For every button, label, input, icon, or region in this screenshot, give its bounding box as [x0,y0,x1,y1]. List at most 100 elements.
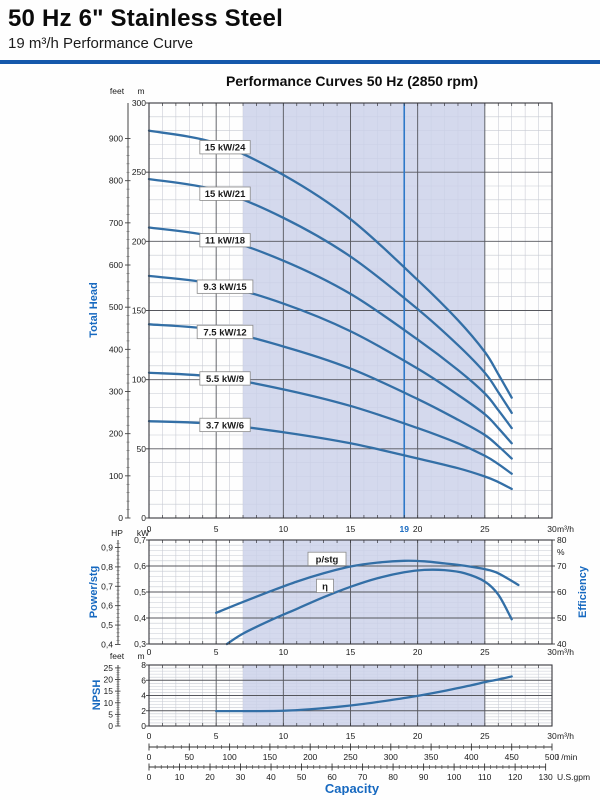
head-feet-tick: 600 [109,260,123,270]
power-axis-title: Power/stg [88,566,100,619]
x-axis-unit: m³/h [557,647,574,657]
x-tick-label: 0 [147,647,152,657]
power-kw-unit: kW [137,528,149,538]
x-tick-label: 15 [346,731,356,741]
power-hp-tick: 0,6 [101,601,113,611]
efficiency-tick: 40 [557,639,567,649]
lmin-tick: 250 [343,752,357,762]
x-tick-label: 20 [413,647,423,657]
chart-title: Performance Curves 50 Hz (2850 rpm) [226,73,478,89]
curve-label-box [196,324,254,340]
head-m-tick: 50 [137,444,147,454]
power-hp-tick: 0,5 [101,620,113,630]
usgpm-unit: U.S.gpm [557,772,590,782]
efficiency-tick: 80 [557,535,567,545]
npsh-feet-tick: 5 [108,709,113,719]
power-kw-tick: 0,7 [134,535,146,545]
x-tick-label: 15 [346,524,356,534]
head-m-tick: 150 [132,306,146,316]
x-tick-label: 10 [279,647,289,657]
npsh-feet-tick: 0 [108,721,113,731]
power-hp-unit: HP [111,528,123,538]
lmin-tick: 350 [424,752,438,762]
x-tick-label: 30 [547,731,557,741]
npsh-curve [215,675,513,713]
curve-label-box [196,279,254,294]
curve-label: 15 kW/24 [205,143,246,154]
lmin-tick: 50 [185,752,195,762]
power-curve [215,559,520,614]
head-m-tick: 250 [132,167,146,177]
head-m-tick: 100 [132,375,146,385]
lmin-tick: 200 [303,752,317,762]
usgpm-tick: 120 [508,772,522,782]
x-tick-label: 30 [547,524,557,534]
curve-label: 3.7 kW/6 [206,420,244,431]
power-chart: p/stg η 0,7 0,6 0,5 0,4 0,3 kW 0,9 0,8 0,7 0,6 0,5 0,… [88,528,589,657]
npsh-feet-tick: 20 [104,675,114,685]
power-hp-tick: 0,4 [101,639,113,649]
usgpm-tick: 60 [327,772,337,782]
head-feet-tick: 800 [109,176,123,186]
head-chart: 15 kW/24 15 kW/21 11 kW/18 9.3 kW/15 7.5 kW/… [88,73,574,534]
efficiency-curve [225,568,513,646]
efficiency-tick: 70 [557,561,567,571]
x-tick-label: 5 [214,647,219,657]
power-kw-tick: 0,6 [134,561,146,571]
power-kw-tick: 0,3 [134,639,146,649]
page-title: 50 Hz 6" Stainless Steel [8,5,283,32]
usgpm-tick: 110 [478,772,492,782]
lmin-tick: 450 [505,752,519,762]
usgpm-tick: 80 [388,772,398,782]
curve-label: 7.5 kW/12 [203,327,246,338]
x-tick-label: 25 [480,647,490,657]
x-tick-label: 20 [413,731,423,741]
npsh-m-tick: 6 [141,675,146,685]
npsh-m-unit: m [137,651,144,661]
lmin-tick: 100 [223,752,237,762]
header: 50 Hz 6" Stainless Steel 19 m³/h Perform… [0,0,600,53]
curve-label: p/stg [316,554,339,565]
x-tick-label: 5 [214,524,219,534]
head-m-unit: m [137,86,144,96]
usgpm-tick: 40 [266,772,276,782]
head-feet-tick: 500 [109,302,123,312]
x-tick-label: 5 [214,731,219,741]
npsh-feet-tick: 10 [104,698,114,708]
lmin-tick: 150 [263,752,277,762]
head-feet-tick: 400 [109,344,123,354]
curve-label-box [199,417,251,433]
usgpm-tick: 130 [539,772,553,782]
duty-point-label: 19 [399,524,409,534]
curve-label-box [199,140,251,155]
curve-label-box [307,551,347,567]
lmin-tick: 0 [147,752,152,762]
curve-label-box [316,578,334,594]
x-tick-label: 15 [346,647,356,657]
efficiency-tick: 50 [557,613,567,623]
head-m-tick: 200 [132,236,146,246]
head-feet-tick: 900 [109,134,123,144]
power-hp-tick: 0,7 [101,581,113,591]
head-feet-tick: 200 [109,429,123,439]
x-axis-unit: m³/h [557,524,574,534]
efficiency-tick: 60 [557,587,567,597]
npsh-feet-tick: 15 [104,686,114,696]
head-feet-tick: 0 [118,513,123,523]
usgpm-tick: 100 [447,772,461,782]
curve-label-box [199,186,251,201]
usgpm-tick: 10 [175,772,185,782]
x-tick-label: 0 [147,524,152,534]
x-tick-label: 0 [147,731,152,741]
usgpm-tick: 50 [297,772,307,782]
lmin-tick: 300 [384,752,398,762]
x-tick-label: 30 [547,647,557,657]
head-feet-tick: 100 [109,471,123,481]
lmin-tick: 500 [545,752,559,762]
head-feet-tick: 700 [109,218,123,228]
page-subtitle: 19 m³/h Performance Curve [8,35,194,52]
x-tick-label: 20 [413,524,423,534]
head-m-tick: 0 [141,513,146,523]
lmin-tick: 400 [464,752,478,762]
